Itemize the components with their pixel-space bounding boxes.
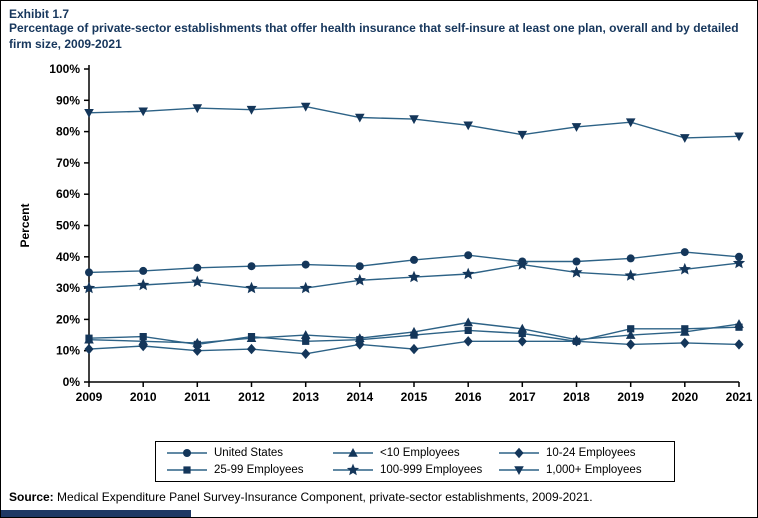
svg-text:2012: 2012 [238, 390, 265, 404]
svg-text:2011: 2011 [184, 390, 210, 404]
svg-text:2021: 2021 [726, 390, 753, 404]
svg-text:30%: 30% [56, 281, 80, 295]
svg-text:2017: 2017 [509, 390, 536, 404]
svg-text:40%: 40% [56, 250, 80, 264]
svg-text:2010: 2010 [130, 390, 157, 404]
chart-title: Percentage of private-sector establishme… [9, 21, 739, 51]
svg-text:90%: 90% [56, 93, 80, 107]
legend-item: 25-99 Employees [166, 463, 332, 477]
legend-label: 1,000+ Employees [546, 464, 642, 476]
line-chart-area: 0% 10% 20% 30% 40% 50% 60% 70% 80% 90% 100% 2009 201… [1, 57, 757, 409]
legend-label: 10-24 Employees [546, 447, 636, 459]
circle-marker-icon [166, 446, 208, 460]
svg-text:80%: 80% [56, 125, 80, 139]
chart-header: Exhibit 1.7 Percentage of private-sector… [9, 7, 753, 52]
svg-text:2009: 2009 [76, 390, 103, 404]
svg-text:2014: 2014 [346, 390, 373, 404]
svg-text:60%: 60% [56, 187, 80, 201]
legend-label: <10 Employees [380, 447, 460, 459]
triangle-down-marker-icon [498, 463, 540, 477]
svg-text:2018: 2018 [563, 390, 590, 404]
legend-label: United States [214, 447, 284, 459]
source-label: Source: [9, 490, 54, 504]
triangle-marker-icon [332, 446, 374, 460]
svg-text:Percent: Percent [18, 203, 32, 247]
legend-item: United States [166, 446, 332, 460]
source-note: Source: Medical Expenditure Panel Survey… [9, 490, 593, 504]
svg-text:2020: 2020 [671, 390, 698, 404]
svg-text:2015: 2015 [401, 390, 428, 404]
source-text: Medical Expenditure Panel Survey-Insuran… [53, 490, 593, 504]
diamond-marker-icon [498, 446, 540, 460]
legend-item: <10 Employees [332, 446, 498, 460]
star-marker-icon [332, 463, 374, 477]
exhibit-number: Exhibit 1.7 [9, 7, 70, 21]
square-marker-icon [166, 463, 208, 477]
svg-text:2013: 2013 [292, 390, 319, 404]
legend-label: 25-99 Employees [214, 464, 304, 476]
footer-bar [1, 510, 191, 517]
svg-text:2016: 2016 [455, 390, 482, 404]
svg-text:100%: 100% [49, 62, 80, 76]
legend-item: 1,000+ Employees [498, 463, 664, 477]
line-chart-svg: 0% 10% 20% 30% 40% 50% 60% 70% 80% 90% 100% 2009 201… [18, 62, 753, 404]
svg-text:20%: 20% [56, 312, 80, 326]
svg-text:50%: 50% [56, 219, 80, 233]
svg-text:2019: 2019 [617, 390, 644, 404]
svg-text:10%: 10% [56, 344, 80, 358]
svg-text:70%: 70% [56, 156, 80, 170]
chart-legend: United States <10 Employees 10-24 Employee… [155, 441, 675, 482]
legend-label: 100-999 Employees [380, 464, 483, 476]
legend-item: 100-999 Employees [332, 463, 498, 477]
legend-item: 10-24 Employees [498, 446, 664, 460]
svg-text:0%: 0% [63, 375, 81, 389]
